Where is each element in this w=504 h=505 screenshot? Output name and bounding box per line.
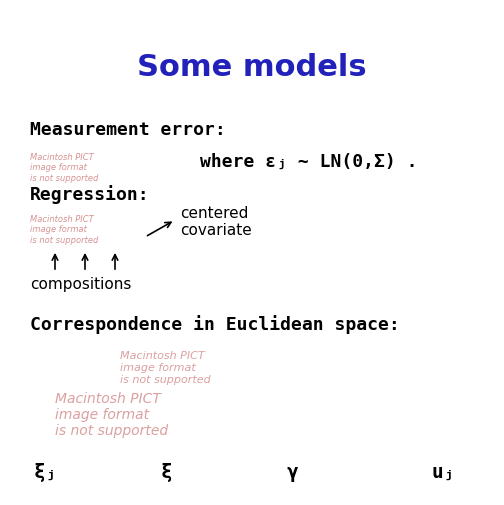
Text: Regression:: Regression: bbox=[30, 185, 150, 205]
Text: Macintosh PICT
image format
is not supported: Macintosh PICT image format is not suppo… bbox=[30, 153, 98, 183]
Text: Macintosh PICT
image format
is not supported: Macintosh PICT image format is not suppo… bbox=[120, 351, 211, 385]
Text: Macintosh PICT
image format
is not supported: Macintosh PICT image format is not suppo… bbox=[55, 392, 168, 438]
Text: Some models: Some models bbox=[137, 54, 367, 82]
Text: ξ: ξ bbox=[160, 463, 172, 481]
Text: Measurement error:: Measurement error: bbox=[30, 121, 226, 139]
Text: compositions: compositions bbox=[30, 278, 132, 292]
Text: Correspondence in Euclidean space:: Correspondence in Euclidean space: bbox=[30, 316, 400, 334]
Text: where εⱼ ~ LN(0,Σ) .: where εⱼ ~ LN(0,Σ) . bbox=[200, 153, 417, 171]
Text: ξⱼ: ξⱼ bbox=[34, 463, 57, 481]
Text: γ: γ bbox=[286, 463, 298, 481]
Text: Macintosh PICT
image format
is not supported: Macintosh PICT image format is not suppo… bbox=[30, 215, 98, 245]
Text: centered
covariate: centered covariate bbox=[180, 206, 252, 238]
Text: uⱼ: uⱼ bbox=[432, 463, 455, 481]
